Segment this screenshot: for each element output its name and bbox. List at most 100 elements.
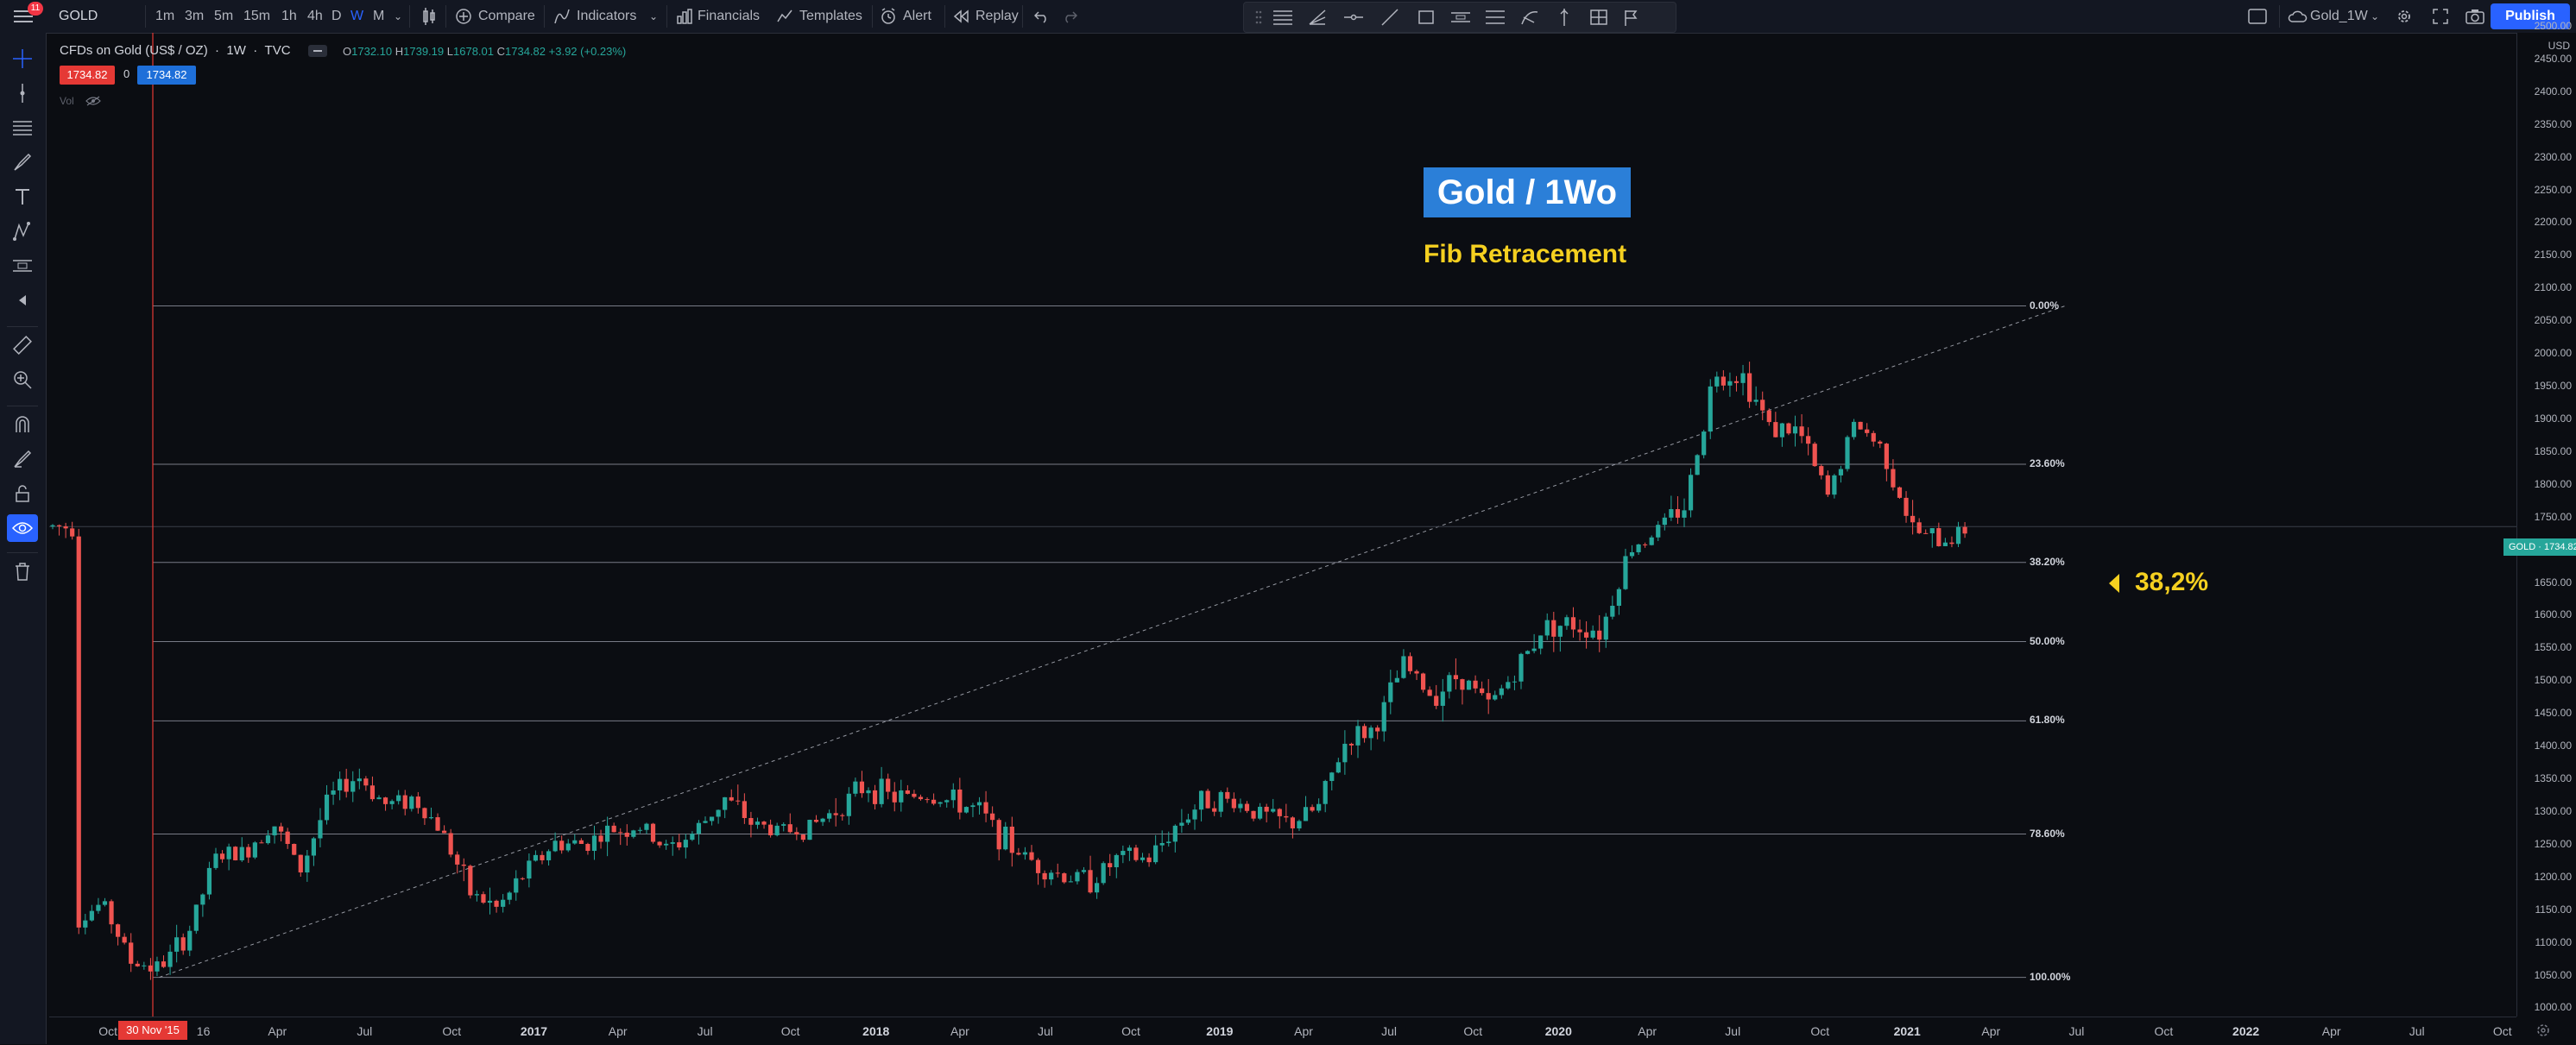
candle-body[interactable] [1185,819,1191,823]
candle-body[interactable] [1955,526,1961,545]
candle-body[interactable] [187,930,193,951]
candle-body[interactable] [1251,810,1256,819]
candle-body[interactable] [167,951,173,967]
candle-body[interactable] [1936,528,1941,546]
lock-icon[interactable] [7,480,38,507]
interval-d[interactable]: D [331,9,342,23]
candle-body[interactable] [1244,803,1250,811]
candle-body[interactable] [180,937,186,951]
candle-body[interactable] [807,820,812,840]
sell-price-button[interactable]: 1734.82 [60,66,115,85]
candle-body[interactable] [1779,423,1784,438]
candle-body[interactable] [605,825,610,842]
candle-body[interactable] [611,825,616,833]
candle-body[interactable] [1904,497,1909,516]
candle-body[interactable] [1095,883,1100,893]
replay-button[interactable]: Replay [975,9,1019,23]
candle-body[interactable] [1747,373,1752,402]
candle-body[interactable] [338,778,343,791]
candle-body[interactable] [1258,806,1263,819]
candle-body[interactable] [729,796,734,801]
candle-body[interactable] [1551,620,1556,637]
candle-body[interactable] [1460,679,1465,690]
indicators-icon[interactable] [549,3,575,29]
chart-pane[interactable]: CFDs on Gold (US$ / OZ) · 1W · TVC O1732… [49,33,2516,1017]
candle-body[interactable] [794,832,799,835]
alert-button[interactable]: Alert [903,9,931,23]
candle-body[interactable] [389,801,395,804]
candle-body[interactable] [1695,455,1700,475]
candle-body[interactable] [1832,475,1837,495]
candle-body[interactable] [1277,809,1282,816]
candle-body[interactable] [1088,870,1093,893]
candle-body[interactable] [1153,845,1159,863]
candle-body[interactable] [363,778,369,786]
candle-body[interactable] [1427,689,1432,696]
candle-body[interactable] [1042,872,1047,880]
candle-body[interactable] [1949,542,1954,545]
candle-body[interactable] [83,920,88,928]
stay-in-drawing-mode-icon[interactable] [7,445,38,473]
candle-body[interactable] [846,793,851,816]
candle-body[interactable] [435,817,440,831]
fib-trend-line[interactable] [159,305,2066,979]
financials-icon[interactable] [672,3,698,29]
trend-line-icon[interactable] [1377,4,1403,30]
candle-body[interactable] [1708,386,1713,432]
indicators-button[interactable]: Indicators [577,9,637,23]
candle-body[interactable] [598,835,603,842]
candle-body[interactable] [1049,872,1054,880]
candle-body[interactable] [311,838,316,856]
candle-body[interactable] [787,824,792,833]
menu-icon[interactable] [10,3,36,29]
candle-body[interactable] [219,853,225,859]
fib-382-callout[interactable]: 38,2% [2135,568,2209,596]
candle-body[interactable] [1629,551,1635,557]
candle-body[interactable] [1570,617,1576,630]
candle-body[interactable] [637,829,642,831]
pattern-tool-icon[interactable] [7,217,38,245]
candle-body[interactable] [1335,762,1341,773]
candle-body[interactable] [552,840,558,852]
candle-body[interactable] [76,536,81,928]
layout-select-icon[interactable] [2245,3,2270,29]
candle-body[interactable] [63,526,68,529]
candle-body[interactable] [1544,620,1550,636]
publish-button[interactable]: Publish [2491,3,2570,29]
interval-4h[interactable]: 4h [307,9,323,23]
axis-settings-gear-icon[interactable] [2535,1023,2551,1042]
candle-body[interactable] [161,961,167,967]
candle-body[interactable] [481,894,486,903]
brush-icon[interactable] [1517,4,1543,30]
candle-body[interactable] [1003,826,1008,850]
candle-body[interactable] [1740,373,1746,383]
candle-body[interactable] [1812,444,1817,467]
interval-15m[interactable]: 15m [243,9,271,23]
symbol-search[interactable]: GOLD [59,9,98,23]
price-axis[interactable]: USD 2500.00 2450.00 2400.00 2350.00 2300.00 2… [2503,20,2576,1017]
candle-body[interactable] [487,900,493,903]
candle-body[interactable] [716,809,721,817]
candle-body[interactable] [879,778,884,804]
candle-body[interactable] [925,799,930,801]
candle-body[interactable] [1381,702,1386,732]
settings-gear-icon[interactable] [2391,3,2417,29]
candle-body[interactable] [591,835,597,851]
candle-body[interactable] [768,824,773,835]
candle-body[interactable] [774,825,780,835]
candle-body[interactable] [252,842,257,858]
candle-body[interactable] [1062,873,1067,883]
candle-body[interactable] [1368,727,1373,739]
candle-body[interactable] [1447,675,1452,692]
candle-body[interactable] [736,800,741,802]
candle-body[interactable] [1649,537,1654,545]
candle-body[interactable] [1851,421,1857,438]
candle-body[interactable] [540,854,545,860]
candle-body[interactable] [1414,670,1419,674]
candle-body[interactable] [129,942,134,964]
candle-body[interactable] [259,842,264,844]
forecast-icon[interactable] [1586,4,1612,30]
chart-title-label[interactable]: Gold / 1Wo [1424,167,1631,217]
candle-body[interactable] [102,901,108,905]
candle-body[interactable] [1453,675,1458,680]
